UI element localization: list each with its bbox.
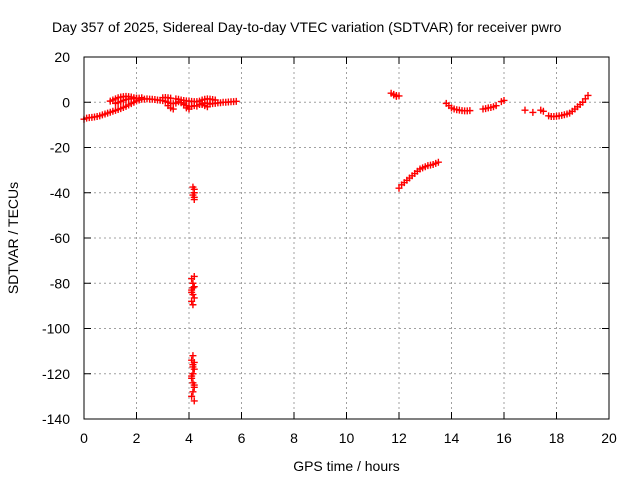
data-point [189, 363, 197, 371]
y-tick-label: -40 [50, 185, 70, 201]
data-points [80, 89, 592, 405]
data-point [169, 105, 177, 113]
data-point [434, 158, 442, 166]
data-point [185, 105, 193, 113]
x-tick-label: 6 [238, 430, 246, 446]
y-tick-label: -80 [50, 275, 70, 291]
data-point [188, 288, 196, 296]
data-point [521, 106, 529, 114]
y-tick-label: -60 [50, 230, 70, 246]
y-tick-label: -20 [50, 140, 70, 156]
x-tick-label: 12 [391, 430, 407, 446]
chart-title: Day 357 of 2025, Sidereal Day-to-day VTE… [52, 19, 562, 35]
data-point [232, 97, 240, 105]
x-tick-label: 4 [185, 430, 193, 446]
data-point [190, 272, 198, 280]
y-tick-label: -140 [42, 411, 70, 427]
data-point [188, 392, 196, 400]
data-point [211, 96, 219, 104]
data-point [188, 297, 196, 305]
grid-lines [84, 57, 609, 419]
data-point [500, 96, 508, 104]
data-point [190, 381, 198, 389]
y-tick-label: 0 [62, 94, 70, 110]
x-tick-label: 16 [496, 430, 512, 446]
y-tick-label: 20 [54, 49, 70, 65]
x-tick-label: 20 [601, 430, 617, 446]
data-point [392, 92, 400, 100]
y-axis-label: SDTVAR / TECUs [5, 182, 21, 294]
data-point [189, 352, 197, 360]
data-point [584, 91, 592, 99]
x-tick-label: 2 [133, 430, 141, 446]
data-point [492, 102, 500, 110]
x-tick-label: 18 [549, 430, 565, 446]
data-point [529, 108, 537, 116]
data-point [190, 358, 198, 366]
data-point [189, 284, 197, 292]
x-tick-label: 14 [444, 430, 460, 446]
x-tick-label: 10 [339, 430, 355, 446]
data-point [138, 94, 146, 102]
x-tick-label: 0 [80, 430, 88, 446]
data-point [190, 397, 198, 405]
axis-ticks [83, 56, 610, 420]
tick-labels: 0 2 4 6 8 10 12 14 16 18 20 -140 -120 -100 -80 -60 -40 -2… [42, 49, 617, 446]
x-axis-label: GPS time / hours [293, 458, 400, 474]
data-point [466, 107, 474, 115]
y-tick-label: -120 [42, 366, 70, 382]
data-point [203, 103, 211, 111]
data-point [189, 388, 197, 396]
data-point [539, 107, 547, 115]
data-point [190, 196, 198, 204]
x-tick-label: 8 [290, 430, 298, 446]
data-point [188, 372, 196, 380]
data-point [189, 301, 197, 309]
y-tick-label: -100 [42, 321, 70, 337]
